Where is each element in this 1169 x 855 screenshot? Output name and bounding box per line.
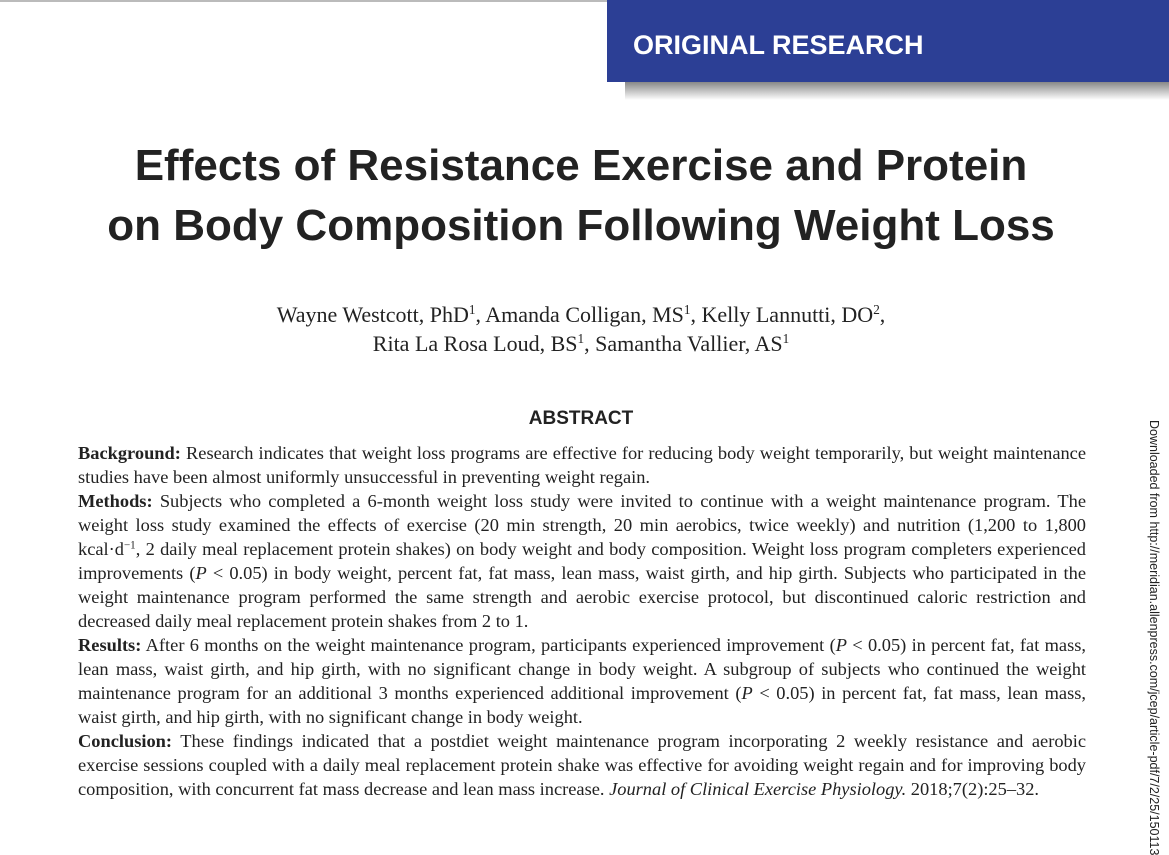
top-rule: [0, 0, 1169, 2]
affiliation-mark: 2: [873, 302, 880, 318]
author-name: , Amanda Colligan, MS: [475, 302, 684, 327]
abstract-paragraph: Conclusion: These findings indicated tha…: [78, 729, 1086, 801]
abstract-text: < 0.05) in body weight, percent fat, fat…: [78, 563, 1086, 631]
abstract-text: 2018;7(2):25–32.: [906, 779, 1039, 799]
abstract-text: After 6 months on the weight maintenance…: [141, 635, 836, 655]
title-line: Effects of Resistance Exercise and Prote…: [134, 141, 1028, 190]
section-label: Results:: [78, 635, 142, 655]
title-line: on Body Composition Following Weight Los…: [107, 201, 1055, 250]
authors: Wayne Westcott, PhD1, Amanda Colligan, M…: [0, 300, 1162, 358]
affiliation-mark: 1: [782, 331, 790, 347]
abstract-text: Journal of Clinical Exercise Physiology.: [609, 779, 907, 799]
abstract-text: < 0.05) in percent fat, fat mass, lean m…: [78, 635, 1086, 703]
banner-label: ORIGINAL RESEARCH: [633, 30, 924, 60]
abstract-text: These findings indicated that a postdiet…: [78, 731, 1086, 799]
affiliation-mark: 1: [683, 302, 691, 318]
affiliation-mark: 1: [577, 331, 585, 347]
abstract-text: Research indicates that weight loss prog…: [78, 443, 1086, 487]
author-name: Rita La Rosa Loud, BS: [372, 331, 578, 356]
section-label: Conclusion:: [78, 731, 173, 751]
banner: ORIGINAL RESEARCH: [607, 0, 1169, 82]
abstract-paragraph: Methods: Subjects who completed a 6-mont…: [78, 489, 1086, 633]
article-title: Effects of Resistance Exercise and Prote…: [0, 136, 1162, 256]
abstract-text: P: [195, 563, 207, 583]
author-name: , Samantha Vallier, AS: [584, 331, 783, 356]
download-note: Downloaded from http://meridian.allenpre…: [1147, 420, 1161, 855]
author-line: Wayne Westcott, PhD1, Amanda Colligan, M…: [0, 300, 1162, 329]
abstract-text: −1: [123, 539, 136, 552]
abstract-text: P: [835, 635, 847, 655]
abstract-paragraph: Background: Research indicates that weig…: [78, 441, 1086, 489]
author-name: ,: [879, 302, 886, 327]
abstract-text: P: [741, 683, 753, 703]
abstract-body: Background: Research indicates that weig…: [78, 441, 1086, 801]
section-label: Methods:: [78, 491, 153, 511]
abstract-paragraph: Results: After 6 months on the weight ma…: [78, 633, 1086, 729]
affiliation-mark: 1: [468, 302, 476, 318]
abstract-text: < 0.05) in percent fat, fat mass, lean m…: [78, 683, 1086, 727]
abstract-text: Subjects who completed a 6-month weight …: [78, 491, 1086, 559]
author-name: , Kelly Lannutti, DO: [690, 302, 874, 327]
author-name: Wayne Westcott, PhD: [276, 302, 469, 327]
abstract-heading: ABSTRACT: [528, 408, 634, 429]
banner-shadow: [625, 82, 1169, 100]
section-label: Background:: [78, 443, 181, 463]
author-line: Rita La Rosa Loud, BS1, Samantha Vallier…: [0, 329, 1162, 358]
abstract-text: , 2 daily meal replacement protein shake…: [78, 539, 1086, 583]
